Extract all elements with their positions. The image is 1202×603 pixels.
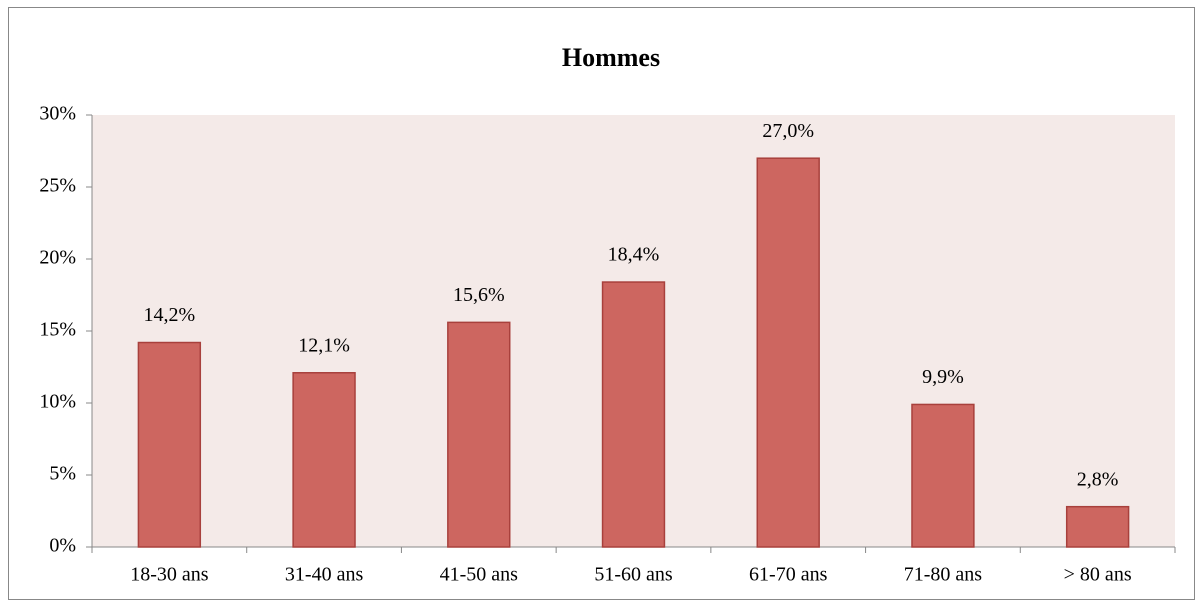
value-label: 9,9% bbox=[922, 366, 964, 388]
bar bbox=[137, 341, 202, 548]
x-tick-label: 71-80 ans bbox=[904, 564, 983, 586]
y-tick-label: 0% bbox=[49, 535, 76, 557]
x-tick-label: > 80 ans bbox=[1064, 564, 1132, 586]
value-label: 12,1% bbox=[298, 334, 350, 356]
bar bbox=[911, 403, 975, 548]
bar bbox=[601, 281, 666, 548]
x-tick-label: 61-70 ans bbox=[749, 564, 828, 586]
bar bbox=[292, 372, 356, 548]
value-label: 14,2% bbox=[144, 304, 196, 326]
x-tick-label: 31-40 ans bbox=[285, 564, 364, 586]
value-label: 27,0% bbox=[762, 120, 814, 142]
bar bbox=[756, 157, 820, 548]
x-tick-label: 41-50 ans bbox=[440, 564, 519, 586]
y-tick-label: 15% bbox=[39, 319, 76, 341]
bar bbox=[447, 321, 511, 548]
y-tick-label: 30% bbox=[39, 103, 76, 125]
y-tick-label: 20% bbox=[39, 247, 76, 269]
y-tick-label: 5% bbox=[49, 463, 76, 485]
value-label: 15,6% bbox=[453, 284, 505, 306]
y-tick-label: 10% bbox=[39, 391, 76, 413]
value-label: 18,4% bbox=[608, 244, 660, 266]
x-tick-label: 18-30 ans bbox=[130, 564, 209, 586]
x-tick-label: 51-60 ans bbox=[594, 564, 673, 586]
y-tick-label: 25% bbox=[39, 175, 76, 197]
chart-title: Hommes bbox=[562, 43, 660, 72]
value-label: 2,8% bbox=[1077, 468, 1119, 490]
bar bbox=[1065, 505, 1130, 548]
